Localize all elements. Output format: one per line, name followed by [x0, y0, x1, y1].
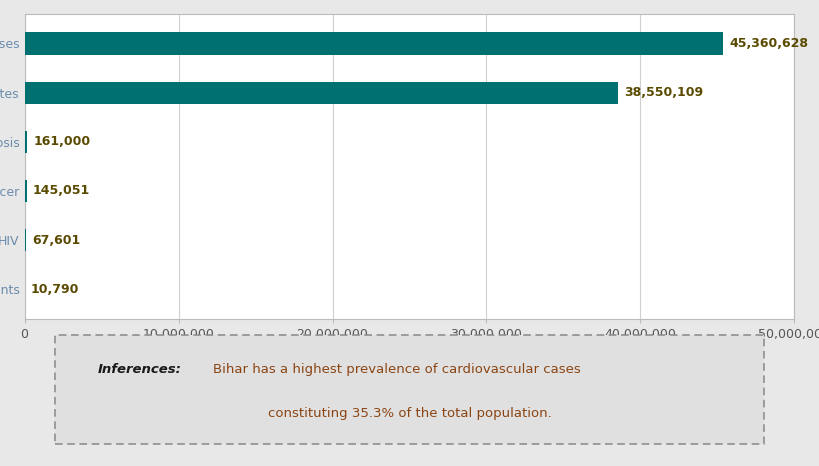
Text: Inferences:: Inferences:: [97, 363, 182, 376]
Text: 10,790: 10,790: [31, 283, 79, 296]
Text: constituting 35.3% of the total population.: constituting 35.3% of the total populati…: [268, 407, 551, 420]
Text: 145,051: 145,051: [33, 185, 90, 198]
Text: Bihar has a highest prevalence of cardiovascular cases: Bihar has a highest prevalence of cardio…: [213, 363, 581, 376]
Text: 161,000: 161,000: [34, 135, 90, 148]
Text: 67,601: 67,601: [32, 233, 80, 247]
Bar: [25, 82, 618, 103]
X-axis label: Total number  of cases: Total number of cases: [339, 348, 480, 361]
Text: 38,550,109: 38,550,109: [624, 86, 704, 99]
Bar: [25, 130, 27, 153]
Bar: [25, 180, 27, 202]
FancyBboxPatch shape: [56, 335, 763, 444]
Text: 45,360,628: 45,360,628: [729, 37, 808, 50]
Bar: [25, 33, 723, 55]
